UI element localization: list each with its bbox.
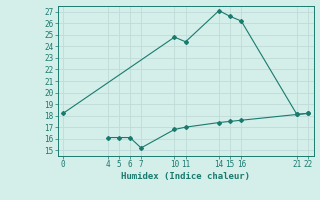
X-axis label: Humidex (Indice chaleur): Humidex (Indice chaleur) — [121, 172, 250, 181]
